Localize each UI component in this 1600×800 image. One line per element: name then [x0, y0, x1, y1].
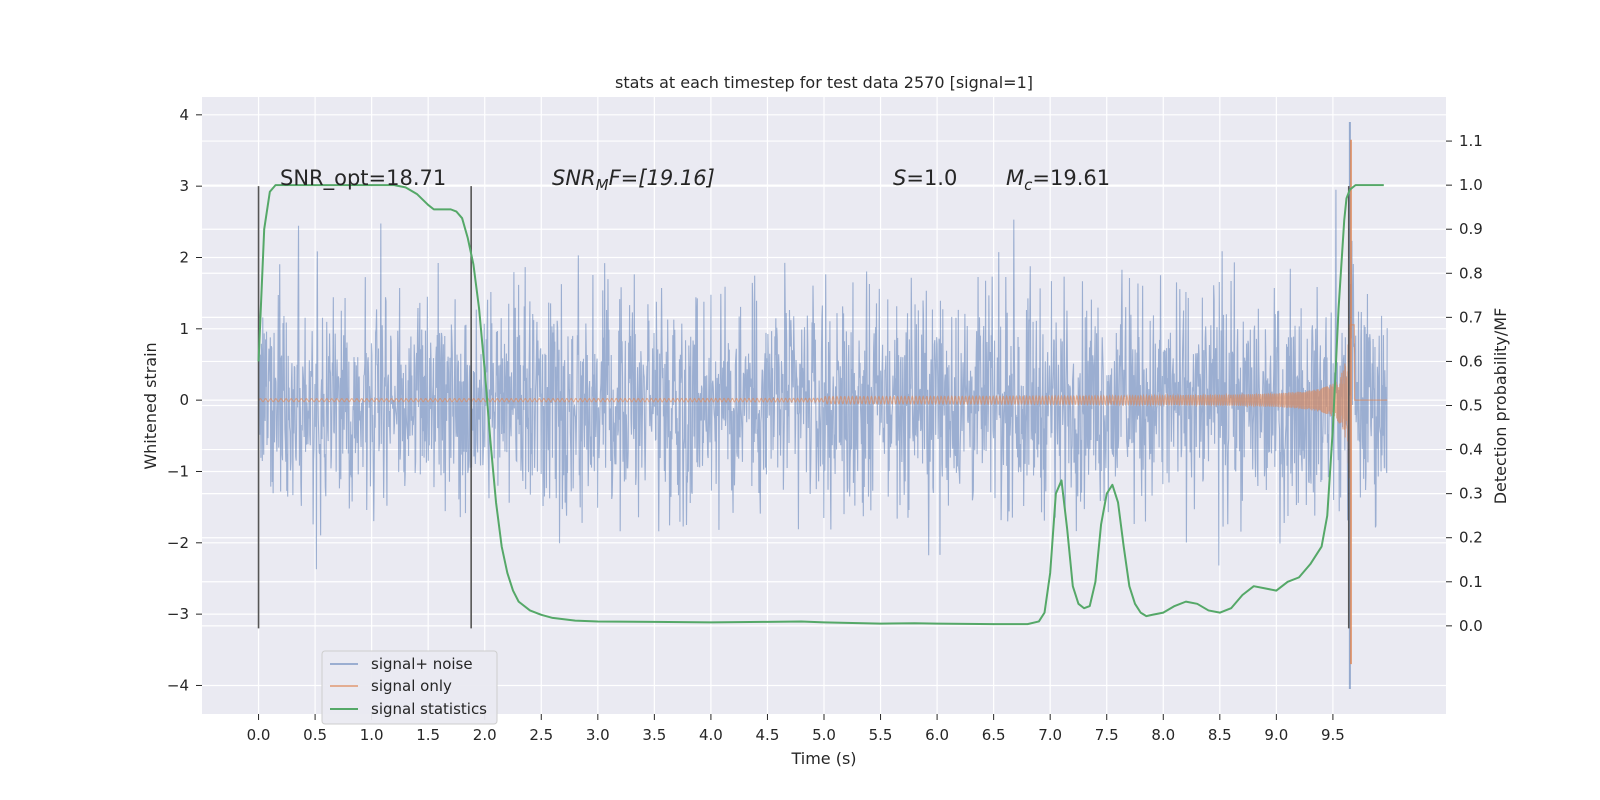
x-tick-label: 4.0: [699, 726, 723, 744]
y-tick-label: −4: [167, 676, 189, 694]
mc-value: =19.61: [1032, 166, 1110, 190]
y-tick-label: 2: [179, 248, 189, 266]
x-tick-label: 1.5: [416, 726, 440, 744]
x-tick-label: 9.0: [1264, 726, 1288, 744]
x-tick-label: 4.5: [756, 726, 780, 744]
y2-axis-label: Detection probability/MF: [1491, 308, 1510, 505]
y2-tick-label: 0.3: [1459, 485, 1483, 503]
y2-tick-label: 0.2: [1459, 529, 1483, 547]
snr-mf-symbol: SNR: [552, 166, 596, 190]
x-tick-label: 7.5: [1095, 726, 1119, 744]
annotation-s: S=1.0: [893, 166, 957, 190]
y-tick-label: −3: [167, 605, 189, 623]
s-symbol: S: [893, 166, 906, 190]
y2-tick-label: 0.7: [1459, 308, 1483, 326]
x-tick-label: 5.0: [812, 726, 836, 744]
chart-title: stats at each timestep for test data 257…: [615, 73, 1033, 92]
x-tick-label: 0.5: [303, 726, 327, 744]
y2-tick-label: 1.1: [1459, 132, 1483, 150]
mc-subscript: c: [1024, 176, 1033, 194]
x-tick-label: 2.0: [473, 726, 497, 744]
legend-label-noise: signal+ noise: [371, 655, 473, 673]
y2-tick-label: 0.6: [1459, 352, 1483, 370]
tick-layer: 0.0 0.5 1.0 1.5 2.0 2.5 3.0 3.5 4.0 4.5 5.0 5.5 6.0 6…: [167, 106, 1483, 744]
y-tick-label: 1: [179, 320, 189, 338]
series-signal-noise-trace: [258, 189, 1388, 570]
y2-tick-label: 0.0: [1459, 617, 1483, 635]
series-signal-only-trace: [258, 324, 1388, 479]
mc-symbol: M: [1006, 166, 1024, 190]
vline-layer: [257, 186, 1350, 629]
x-tick-label: 9.5: [1321, 726, 1345, 744]
y2-tick-label: 0.4: [1459, 441, 1483, 459]
s-value: =1.0: [906, 166, 957, 190]
y-tick-label: 4: [179, 106, 189, 124]
x-tick-label: 6.5: [982, 726, 1006, 744]
y-tick-label: −2: [167, 534, 189, 552]
y-axis-label: Whitened strain: [141, 342, 160, 469]
x-tick-label: 8.0: [1151, 726, 1175, 744]
legend-label-stats: signal statistics: [371, 700, 487, 718]
snr-mf-value: F=[19.16]: [609, 166, 715, 190]
y-tick-label: −1: [167, 462, 189, 480]
legend: signal+ noise signal only signal statist…: [321, 650, 498, 725]
signal-layer: [258, 139, 1388, 665]
y2-tick-label: 0.8: [1459, 264, 1483, 282]
x-tick-label: 7.0: [1038, 726, 1062, 744]
annotation-snr-mf: SNRMF=[19.16]: [552, 166, 715, 194]
stats-layer: [257, 184, 1384, 626]
series-signal-statistics-line: [257, 184, 1384, 626]
x-tick-label: 3.0: [586, 726, 610, 744]
x-tick-label: 0.0: [247, 726, 271, 744]
y-tick-label: 0: [179, 391, 189, 409]
x-tick-label: 2.5: [529, 726, 553, 744]
x-tick-label: 8.5: [1208, 726, 1232, 744]
y-tick-label: 3: [179, 177, 189, 195]
x-axis-label: Time (s): [790, 749, 856, 768]
x-tick-label: 3.5: [642, 726, 666, 744]
legend-box: [321, 650, 498, 725]
legend-label-signal: signal only: [371, 677, 452, 695]
y2-tick-label: 0.5: [1459, 397, 1483, 415]
y2-tick-label: 0.1: [1459, 573, 1483, 591]
y2-tick-label: 0.9: [1459, 220, 1483, 238]
annotation-mc: Mc=19.61: [1006, 166, 1110, 194]
x-tick-label: 1.0: [360, 726, 384, 744]
snr-mf-subscript: M: [596, 176, 609, 194]
x-tick-label: 5.5: [869, 726, 893, 744]
annotation-snr-opt: SNR_opt=18.71: [280, 166, 446, 191]
x-tick-label: 6.0: [925, 726, 949, 744]
y2-tick-label: 1.0: [1459, 176, 1483, 194]
